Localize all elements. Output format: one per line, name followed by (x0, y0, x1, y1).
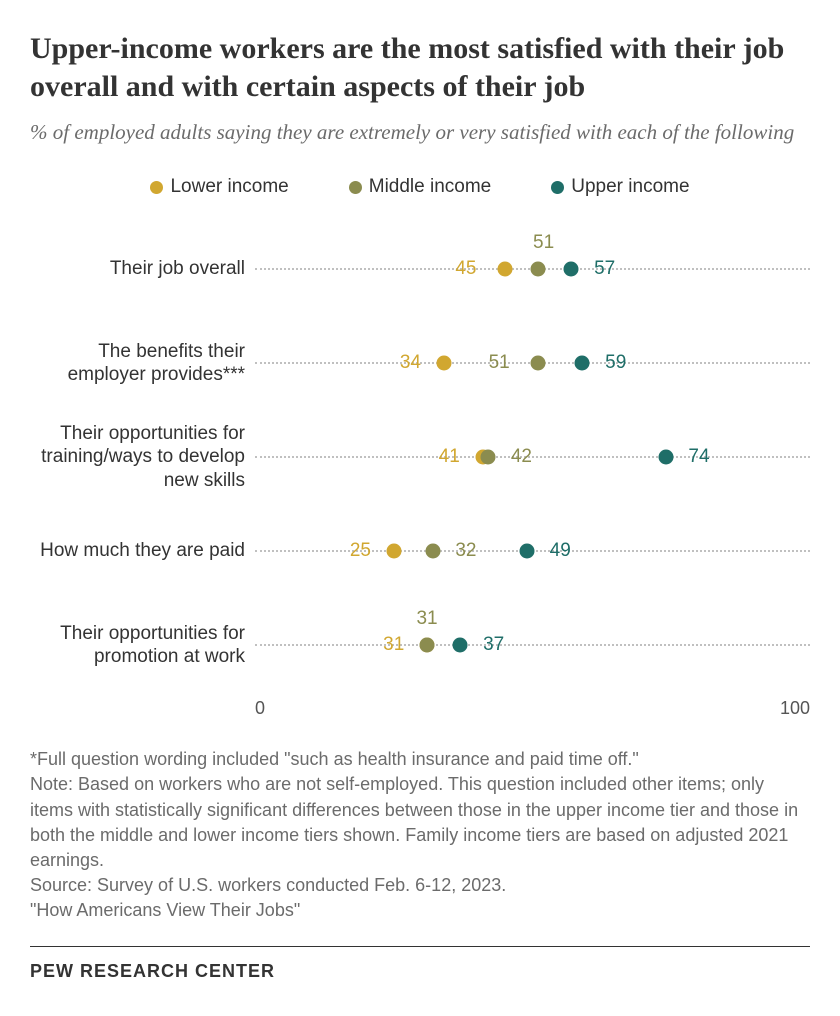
data-point-upper (575, 356, 590, 371)
row-track: 34 51 59 (255, 316, 810, 410)
data-point-middle (420, 638, 435, 653)
data-point-middle (425, 544, 440, 559)
row-track: 45 51 57 (255, 222, 810, 316)
footer-brand: PEW RESEARCH CENTER (30, 961, 810, 982)
data-value-upper: 49 (550, 540, 571, 562)
row-label: Their opportunities for training/ways to… (30, 422, 255, 493)
data-value-middle: 51 (533, 232, 554, 254)
chart-row: The benefits their employer provides***3… (30, 316, 810, 410)
data-point-upper (453, 638, 468, 653)
data-point-middle (481, 450, 496, 465)
row-track: 25 32 49 (255, 504, 810, 598)
legend-item-upper: Upper income (551, 176, 689, 198)
data-point-lower (497, 262, 512, 277)
x-axis: 0 100 (30, 698, 810, 719)
data-value-middle: 31 (416, 608, 437, 630)
axis-min: 0 (255, 698, 265, 719)
row-label: The benefits their employer provides*** (30, 340, 255, 388)
data-value-middle: 32 (455, 540, 476, 562)
row-track: 31 31 37 (255, 598, 810, 692)
dotted-line (255, 456, 810, 458)
legend-dot-icon (551, 181, 564, 194)
note-line: Note: Based on workers who are not self-… (30, 772, 810, 873)
data-point-upper (564, 262, 579, 277)
data-value-upper: 59 (605, 352, 626, 374)
axis-max: 100 (780, 698, 810, 719)
row-track: 41 42 74 (255, 410, 810, 504)
legend-item-lower: Lower income (150, 176, 288, 198)
data-value-lower: 34 (400, 352, 421, 374)
chart-notes: *Full question wording included "such as… (30, 747, 810, 923)
data-point-lower (436, 356, 451, 371)
chart-row: Their opportunities for promotion at wor… (30, 598, 810, 692)
note-line: Source: Survey of U.S. workers conducted… (30, 873, 810, 898)
data-point-middle (531, 262, 546, 277)
chart-subtitle: % of employed adults saying they are ext… (30, 119, 810, 146)
dotted-line (255, 644, 810, 646)
data-value-upper: 57 (594, 258, 615, 280)
chart-row: How much they are paid 25 32 49 (30, 504, 810, 598)
note-line: *Full question wording included "such as… (30, 747, 810, 772)
footer-divider (30, 946, 810, 947)
data-point-upper (658, 450, 673, 465)
legend-dot-icon (349, 181, 362, 194)
data-value-middle: 42 (511, 446, 532, 468)
legend-label: Lower income (170, 176, 288, 198)
legend-dot-icon (150, 181, 163, 194)
legend-item-middle: Middle income (349, 176, 492, 198)
data-point-upper (519, 544, 534, 559)
chart-row: Their job overall 45 51 57 (30, 222, 810, 316)
chart-title: Upper-income workers are the most satisf… (30, 30, 810, 105)
data-point-lower (386, 544, 401, 559)
data-value-lower: 45 (455, 258, 476, 280)
data-value-lower: 25 (350, 540, 371, 562)
row-label: Their job overall (30, 257, 255, 281)
legend: Lower income Middle income Upper income (30, 176, 810, 198)
chart-row: Their opportunities for training/ways to… (30, 410, 810, 504)
data-value-lower: 41 (439, 446, 460, 468)
legend-label: Upper income (571, 176, 689, 198)
legend-label: Middle income (369, 176, 492, 198)
dot-plot: Their job overall 45 51 57 The benefits thei… (30, 222, 810, 692)
data-point-middle (531, 356, 546, 371)
note-line: "How Americans View Their Jobs" (30, 898, 810, 923)
row-label: How much they are paid (30, 539, 255, 563)
data-value-upper: 74 (688, 446, 709, 468)
data-value-lower: 31 (383, 634, 404, 656)
data-value-upper: 37 (483, 634, 504, 656)
data-value-middle: 51 (489, 352, 510, 374)
row-label: Their opportunities for promotion at wor… (30, 622, 255, 670)
